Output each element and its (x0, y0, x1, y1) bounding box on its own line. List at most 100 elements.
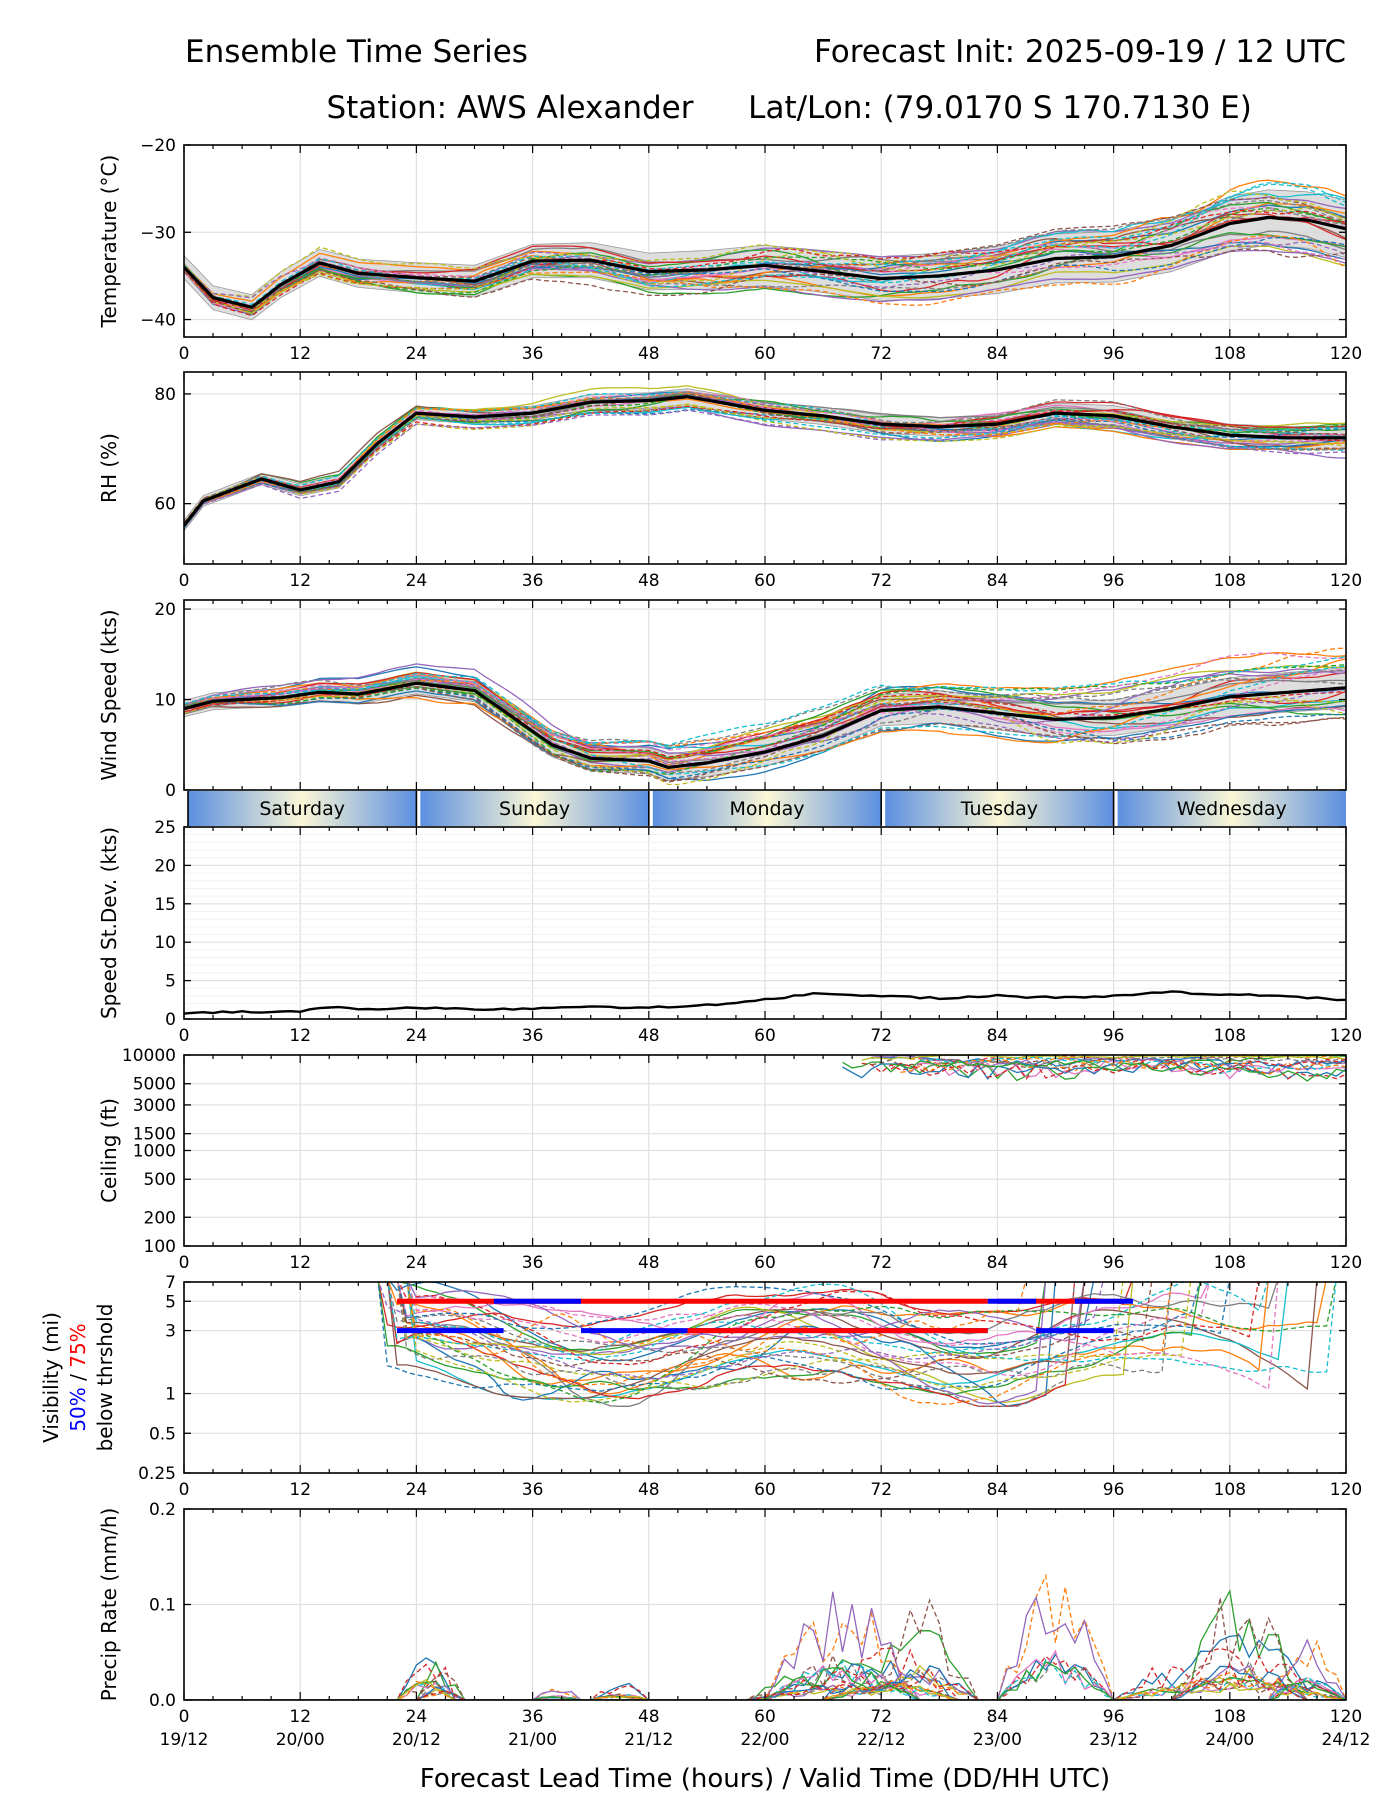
member-line (388, 1282, 1269, 1395)
y-tick-label: 5 (165, 1292, 176, 1312)
x-tick-label: 24 (406, 571, 428, 591)
x-tick-label: 12 (289, 1026, 311, 1046)
member-line (184, 665, 1346, 759)
x-tick-label: 0 (179, 1026, 190, 1046)
x-tick-label: 72 (870, 1026, 892, 1046)
y-tick-label: 1 (165, 1385, 176, 1405)
x-tick-label: 84 (987, 1480, 1009, 1500)
y-tick-label: −40 (140, 311, 176, 331)
y-axis-sublabel-2: below thrshold (93, 1304, 117, 1452)
member-line (184, 179, 1346, 313)
y-axis-sublabel: 50% / 75% (66, 1323, 90, 1431)
y-tick-label: 0.2 (149, 1500, 176, 1520)
panel-visibility: 0.25 0.5 1 3 57 0 12 24 36 48 60 72 84 96 108 120 Visibi… (39, 1273, 1362, 1500)
member-line (184, 680, 1346, 765)
y-tick-label: 0.25 (138, 1464, 176, 1484)
x-tick-label: 24 (406, 344, 428, 364)
member-line (184, 656, 1346, 746)
y-tick-label: 1000 (133, 1142, 176, 1162)
member-line (407, 1282, 1279, 1391)
y-tick-label: 0.5 (149, 1424, 176, 1444)
day-cell (1117, 791, 1346, 826)
y-tick-label: 25 (154, 818, 176, 838)
x-tick-label: 12 (289, 1707, 311, 1727)
member-line (398, 1282, 1259, 1366)
x-tick-label: 24 (406, 1707, 428, 1727)
member-line (184, 236, 1346, 308)
member-line (396, 1282, 1172, 1391)
member-line (184, 665, 1346, 776)
plot-area-wind (184, 647, 1346, 786)
x-tick-label: 60 (754, 1480, 776, 1500)
member-line (396, 1282, 1124, 1388)
member-line (929, 1056, 1346, 1069)
label-slash: / (66, 1368, 90, 1387)
title-right: Forecast Init: 2025-09-19 / 12 UTC (814, 34, 1346, 70)
x-tick-label: 120 (1330, 1026, 1362, 1046)
valid-time-label: 24/00 (1205, 1730, 1254, 1750)
valid-time-label: 19/12 (160, 1730, 209, 1750)
y-axis-label: Ceiling (ft) (97, 1098, 121, 1203)
plot-area-rh (184, 385, 1346, 532)
member-line (184, 1589, 1346, 1700)
valid-time-label: 24/12 (1322, 1730, 1371, 1750)
x-tick-label: 120 (1330, 1480, 1362, 1500)
bottom-axis: 19/12 20/00 20/12 21/00 21/12 22/00 22/12 23/00… (160, 1730, 1371, 1750)
member-line (184, 664, 1346, 776)
x-tick-label: 108 (1214, 1253, 1246, 1273)
y-tick-label: 20 (154, 856, 176, 876)
member-line (397, 1282, 1318, 1391)
day-label: Sunday (499, 798, 570, 820)
grid-ceiling (183, 1054, 1347, 1247)
x-tick-label: 48 (638, 571, 660, 591)
y-tick-label: 0.1 (149, 1596, 176, 1616)
y-tick-label: 0 (165, 781, 176, 801)
panel-temperature: −40 −30 −20 0 12 24 36 48 60 72 84 96 108 120 Temperat… (97, 136, 1362, 364)
y-tick-label: 15 (154, 895, 176, 915)
member-line (890, 1058, 1346, 1080)
valid-time-label: 23/00 (973, 1730, 1022, 1750)
label-50pct: 50% (66, 1387, 90, 1431)
y-tick-label: 0.0 (149, 1691, 176, 1711)
member-line (184, 1678, 1346, 1700)
member-line (184, 1647, 1346, 1700)
member-line (184, 683, 1346, 758)
member-line (406, 1282, 1056, 1407)
x-tick-label: 60 (754, 571, 776, 591)
x-tick-label: 0 (179, 1707, 190, 1727)
y-axis-label: Speed St.Dev. (kts) (97, 827, 121, 1019)
y-tick-label: 100 (144, 1237, 176, 1257)
x-tick-label: 36 (522, 1707, 544, 1727)
y-tick-label: 3000 (133, 1096, 176, 1116)
x-tick-label: 72 (870, 344, 892, 364)
x-tick-label: 108 (1214, 571, 1246, 591)
latlon-label: Lat/Lon: (79.0170 S 170.7130 E) (748, 90, 1252, 126)
y-axis-label: Temperature (°C) (97, 155, 121, 329)
x-tick-label: 24 (406, 1026, 428, 1046)
x-tick-label: 96 (1103, 1707, 1125, 1727)
x-tick-label: 84 (987, 1707, 1009, 1727)
label-75pct: 75% (66, 1323, 90, 1367)
day-cell (420, 791, 649, 826)
member-line (184, 385, 1346, 524)
day-cell (652, 791, 882, 826)
panel-wind: 0 10 20 Wind Speed (kts) (97, 599, 1347, 801)
x-tick-label: 96 (1103, 1026, 1125, 1046)
y-tick-label: 10 (154, 933, 176, 953)
member-line (377, 1282, 1133, 1329)
x-tick-label: 96 (1103, 1253, 1125, 1273)
member-line (842, 1060, 1346, 1081)
x-tick-label: 36 (522, 1480, 544, 1500)
member-line (387, 1282, 1076, 1407)
y-tick-label: 20 (154, 600, 176, 620)
x-tick-label: 84 (987, 571, 1009, 591)
y-tick-label: −30 (140, 223, 176, 243)
member-line (842, 1055, 1346, 1082)
member-line (406, 1282, 1337, 1374)
x-tick-label: 108 (1214, 344, 1246, 364)
x-tick-label: 120 (1330, 344, 1362, 364)
member-line (397, 1282, 1210, 1345)
station-label: Station: AWS Alexander (326, 90, 693, 126)
